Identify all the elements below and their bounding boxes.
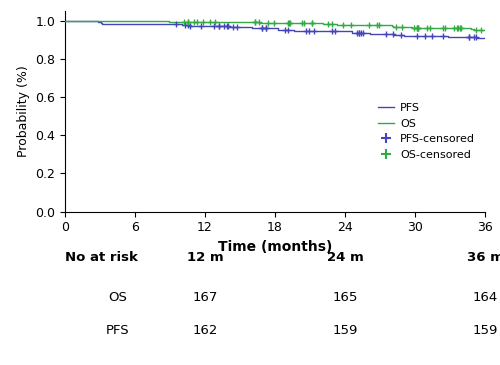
Text: 159: 159 (332, 324, 357, 337)
Text: PFS: PFS (106, 324, 130, 337)
Text: OS: OS (108, 291, 127, 304)
Text: 165: 165 (332, 291, 357, 304)
Y-axis label: Probability (%): Probability (%) (16, 65, 30, 157)
Text: 12 m: 12 m (186, 251, 224, 264)
Legend: PFS, OS, PFS-censored, OS-censored: PFS, OS, PFS-censored, OS-censored (374, 99, 480, 164)
Text: 159: 159 (472, 324, 498, 337)
Text: 164: 164 (472, 291, 498, 304)
Text: 24 m: 24 m (326, 251, 364, 264)
X-axis label: Time (months): Time (months) (218, 240, 332, 254)
Text: 162: 162 (192, 324, 218, 337)
Text: 167: 167 (192, 291, 218, 304)
Text: 36 m: 36 m (466, 251, 500, 264)
Text: No at risk: No at risk (65, 251, 138, 264)
